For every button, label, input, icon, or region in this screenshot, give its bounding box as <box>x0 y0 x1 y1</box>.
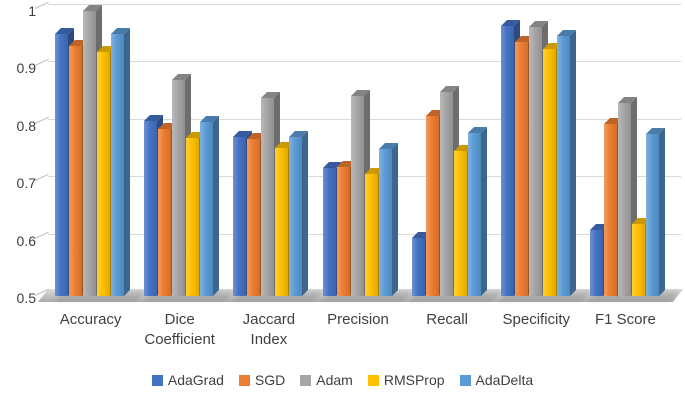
bar <box>378 149 392 296</box>
bar <box>631 223 645 296</box>
legend-swatch <box>367 374 379 386</box>
y-axis-tick <box>34 1 49 9</box>
legend-swatch <box>459 374 471 386</box>
category-label: Specificity <box>488 310 584 330</box>
bar <box>111 34 125 296</box>
bar <box>186 137 200 296</box>
legend-swatch <box>300 374 312 386</box>
legend: AdaGrad SGD Adam RMSProp AdaDelta <box>0 372 685 388</box>
bar <box>645 133 659 296</box>
legend-item: RMSProp <box>367 372 445 388</box>
category-label: Accuracy <box>43 310 139 330</box>
legend-item: AdaGrad <box>151 372 224 388</box>
legend-swatch <box>238 374 250 386</box>
bar <box>453 151 467 296</box>
category-label: Recall <box>399 310 495 330</box>
bar <box>500 25 514 296</box>
bar <box>289 137 303 296</box>
bar <box>439 91 453 296</box>
bar <box>589 229 603 296</box>
y-axis-tick-label: 0.9 <box>16 60 36 76</box>
y-axis-tick-label: 1 <box>28 2 36 19</box>
y-axis-tick-label: 0.5 <box>16 290 36 306</box>
gridline <box>48 61 681 62</box>
y-axis-tick-label: 0.6 <box>16 232 36 249</box>
y-axis-tick <box>34 231 49 239</box>
bar <box>158 129 172 296</box>
bar <box>275 148 289 296</box>
y-axis-tick <box>34 116 49 124</box>
category-label-line: Precision <box>327 311 389 328</box>
bar <box>514 42 528 296</box>
legend-label: AdaGrad <box>167 372 224 388</box>
bar <box>233 136 247 296</box>
category-label: F1 Score <box>577 310 673 330</box>
bar <box>528 26 542 296</box>
legend-label: AdaDelta <box>475 372 534 388</box>
category-label-line: Jaccard <box>242 311 296 328</box>
bar <box>97 51 111 296</box>
category-label-line: Accuracy <box>59 311 122 328</box>
bar <box>83 11 97 296</box>
bar <box>172 80 186 296</box>
bar <box>322 168 336 296</box>
gridline <box>48 3 681 5</box>
bar <box>200 121 214 296</box>
category-label: Precision <box>310 310 406 330</box>
bar <box>350 95 364 296</box>
legend-swatch <box>151 374 163 386</box>
category-label: Dice Coefficient <box>132 310 228 351</box>
legend-label: RMSProp <box>383 372 445 388</box>
bar <box>69 45 83 296</box>
y-axis-tick-label: 0.7 <box>16 175 36 191</box>
bar <box>144 120 158 296</box>
y-axis-tick-label: 0.8 <box>16 117 36 134</box>
legend-label: Adam <box>316 372 353 388</box>
legend-label: SGD <box>254 372 286 388</box>
bar <box>425 116 439 296</box>
category-label-line: Recall <box>426 311 468 328</box>
legend-item: AdaDelta <box>459 372 534 388</box>
category-label-line: Coefficient <box>144 331 215 349</box>
category-label-line: Index <box>250 331 288 349</box>
bar <box>336 166 350 296</box>
legend-item: Adam <box>300 372 353 388</box>
category-label-line: Specificity <box>502 311 571 328</box>
y-axis-tick <box>34 173 49 181</box>
category-label-line: F1 Score <box>594 311 656 328</box>
bar <box>542 48 556 296</box>
bar <box>617 103 631 296</box>
bar <box>247 139 261 296</box>
bar <box>364 174 378 296</box>
bar <box>467 133 481 296</box>
bar <box>55 34 69 296</box>
legend-item: SGD <box>238 372 286 388</box>
y-axis-tick <box>34 58 49 66</box>
bar <box>261 97 275 296</box>
bar <box>556 36 570 296</box>
category-label-line: Dice <box>164 311 195 328</box>
bar <box>603 123 617 296</box>
bar <box>411 237 425 296</box>
category-label: Jaccard Index <box>221 310 317 351</box>
